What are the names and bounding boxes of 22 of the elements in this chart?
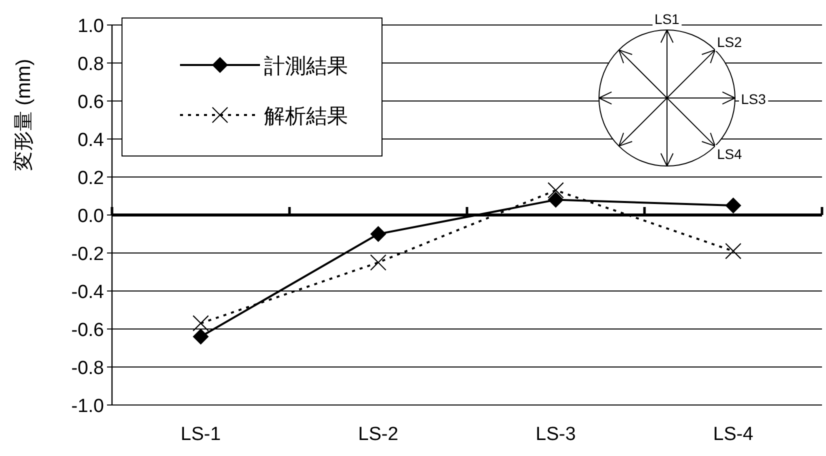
legend-label: 解析結果 [264,105,348,128]
annotation: LS2 [717,34,742,50]
annotation: LS3 [741,91,766,107]
x-tick-label: LS-1 [180,424,221,445]
y-tick-label: -0.8 [71,358,104,379]
x-tick-label: LS-4 [713,424,754,445]
y-tick-label: 0.4 [78,130,104,151]
annotation: LS4 [717,146,742,162]
y-tick-label: -0.2 [71,244,104,265]
x-tick-label: LS-3 [536,424,576,445]
y-tick-label: 0.0 [78,206,104,227]
y-tick-label: -0.6 [71,320,104,341]
y-tick-label: 0.8 [78,54,104,75]
y-tick-label: 0.2 [78,168,104,189]
y-tick-label: 1.0 [78,16,104,37]
annotation: LS1 [654,11,680,27]
y-tick-label: -1.0 [71,396,104,417]
legend-label: 計測結果 [264,55,348,78]
y-tick-label: -0.4 [71,282,104,303]
x-tick-label: LS-2 [358,424,398,445]
y-axis-title: 変形量 (mm) [12,58,35,172]
y-tick-label: 0.6 [78,92,104,113]
